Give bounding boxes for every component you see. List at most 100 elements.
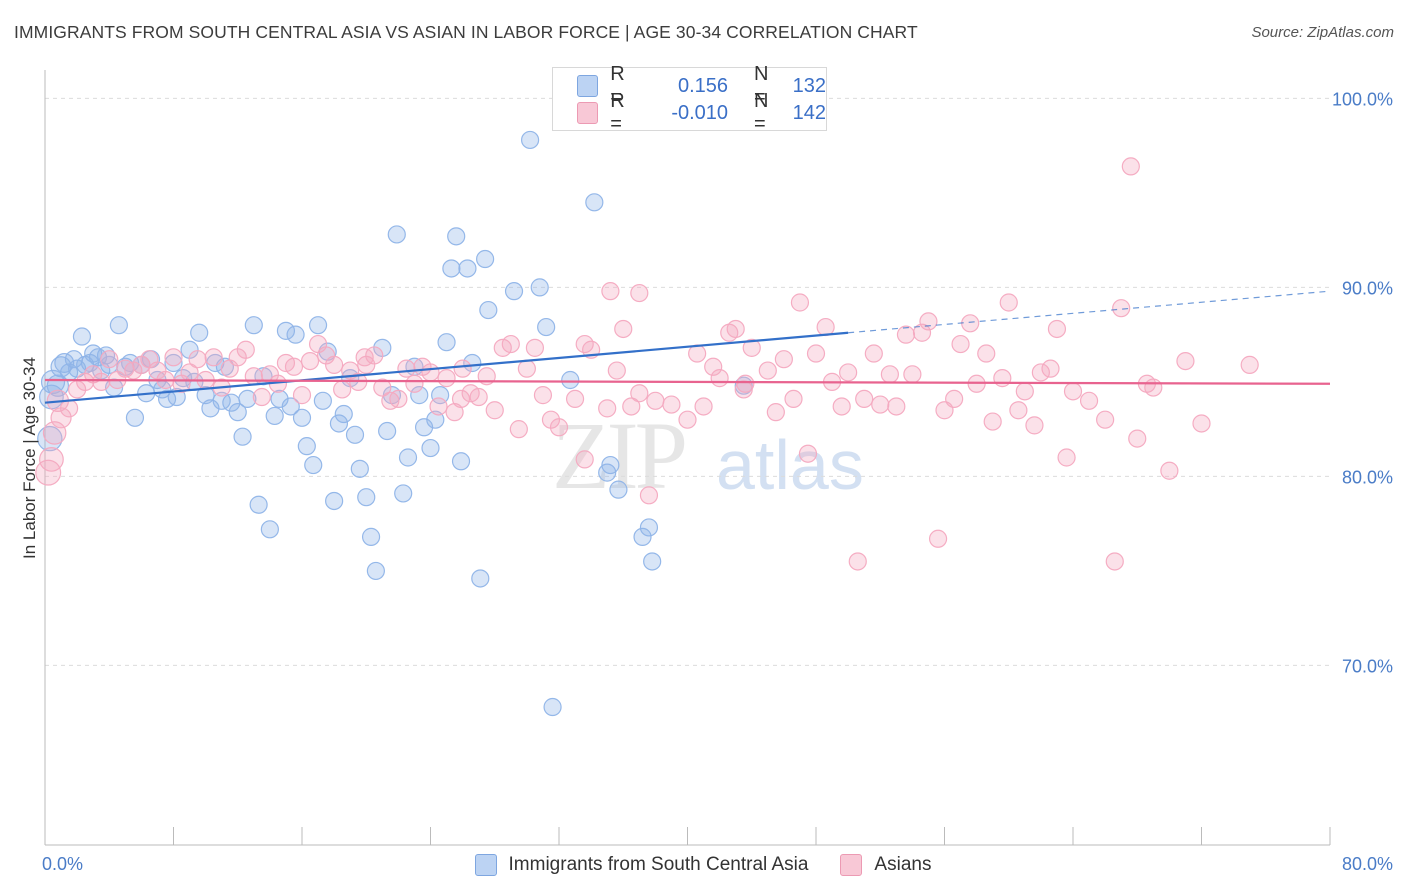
point-asians [405, 374, 424, 393]
point-asians [100, 350, 119, 369]
point-asians [325, 355, 344, 374]
point-asians [710, 369, 729, 388]
point-south-central-asia [297, 437, 316, 456]
point-asians [1112, 299, 1131, 318]
point-asians [533, 386, 553, 405]
watermark-zip: ZIP [552, 402, 688, 509]
point-south-central-asia [394, 484, 413, 503]
legend-item-south-central-asia: Immigrants from South Central Asia [474, 854, 808, 876]
point-asians [896, 325, 916, 344]
point-south-central-asia [260, 520, 279, 539]
point-south-central-asia [479, 300, 498, 320]
point-south-central-asia [357, 488, 376, 507]
point-south-central-asia [609, 480, 628, 499]
point-asians [429, 397, 448, 416]
point-asians [806, 344, 826, 363]
point-south-central-asia [530, 278, 549, 297]
point-asians [880, 365, 899, 384]
point-south-central-asia [276, 321, 296, 340]
point-asians [993, 369, 1012, 388]
point-asians [630, 283, 649, 303]
legend-swatch-pink [577, 102, 599, 124]
trend-line-south-central-asia [44, 331, 849, 404]
point-asians [742, 338, 761, 357]
axes [44, 70, 1331, 846]
y-tick-label: 70.0% [1342, 656, 1393, 676]
point-south-central-asia [350, 459, 369, 478]
point-south-central-asia [72, 327, 92, 346]
point-asians [204, 348, 223, 367]
point-south-central-asia [329, 414, 349, 433]
point-south-central-asia [233, 427, 252, 446]
point-asians [951, 334, 970, 354]
point-asians [1041, 359, 1060, 378]
legend-r-label: R = [610, 90, 625, 135]
point-asians [983, 412, 1002, 431]
point-south-central-asia [398, 448, 418, 467]
point-asians [397, 359, 416, 378]
point-south-central-asia [463, 353, 482, 373]
point-south-central-asia [308, 316, 328, 335]
point-asians [607, 361, 626, 380]
point-asians [774, 350, 793, 369]
point-asians [1144, 378, 1163, 397]
chart-title: IMMIGRANTS FROM SOUTH CENTRAL ASIA VS AS… [14, 22, 918, 42]
legend-r-label: R = [610, 63, 625, 108]
point-asians [284, 357, 304, 376]
point-south-central-asia [504, 282, 524, 301]
point-asians [945, 389, 964, 409]
point-south-central-asia [238, 389, 257, 409]
point-asians [1240, 355, 1259, 374]
chart-source: Source: ZipAtlas.com [1251, 24, 1394, 41]
point-asians [790, 293, 810, 312]
point-asians [59, 399, 79, 418]
point-south-central-asia [164, 353, 183, 373]
point-asians [575, 450, 594, 469]
point-south-central-asia [471, 569, 490, 588]
point-asians [1121, 157, 1140, 176]
point-south-central-asia [442, 259, 461, 278]
point-south-central-asia [437, 333, 456, 352]
point-asians [758, 361, 777, 380]
point-south-central-asia [633, 527, 652, 546]
point-asians [912, 323, 932, 342]
point-asians [1063, 382, 1083, 401]
point-asians [734, 380, 753, 399]
legend-swatch-blue [577, 75, 599, 97]
x-tick-label: 80.0% [1342, 854, 1393, 874]
point-south-central-asia [109, 316, 128, 335]
point-asians [549, 418, 569, 437]
point-south-central-asia [520, 130, 540, 150]
point-asians [565, 389, 585, 409]
watermark-atlas: atlas [716, 426, 864, 504]
point-asians [300, 351, 320, 371]
point-south-central-asia [366, 561, 385, 581]
point-asians [1009, 401, 1028, 420]
point-south-central-asia [325, 491, 344, 511]
series-legend: Immigrants from South Central Asia Asian… [0, 851, 1406, 879]
point-asians [662, 395, 681, 414]
point-south-central-asia [292, 408, 312, 427]
point-south-central-asia [476, 249, 495, 269]
point-asians [855, 389, 874, 409]
point-asians [848, 552, 867, 571]
legend-n-value: 142 [792, 101, 826, 124]
point-asians [839, 363, 858, 382]
point-asians [999, 293, 1018, 312]
point-asians [1192, 414, 1211, 433]
point-south-central-asia [458, 259, 477, 278]
point-asians [355, 348, 374, 367]
point-asians [1105, 552, 1124, 571]
point-asians [1128, 429, 1147, 448]
point-asians [39, 446, 64, 472]
point-asians [887, 397, 906, 416]
point-south-central-asia [304, 455, 323, 475]
point-asians [798, 444, 818, 463]
point-asians [864, 344, 883, 363]
point-south-central-asia [598, 463, 617, 482]
point-asians [977, 344, 996, 363]
y-tick-label: 90.0% [1342, 278, 1393, 298]
point-asians [188, 350, 207, 369]
point-asians [1176, 351, 1195, 371]
legend-n-label: N = [754, 63, 769, 108]
